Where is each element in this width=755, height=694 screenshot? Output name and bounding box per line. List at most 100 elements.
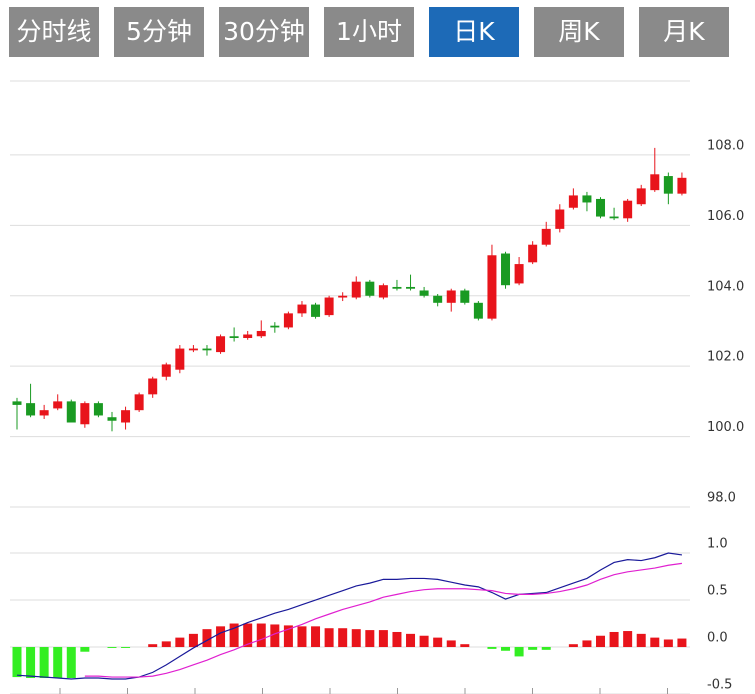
macd-bar	[446, 640, 456, 648]
macd-bar	[270, 624, 280, 648]
tab[interactable]: 5分钟	[114, 7, 204, 57]
macd-bar	[623, 631, 633, 648]
candle-body	[270, 325, 280, 328]
y-tick-label: 104.0	[707, 279, 744, 294]
macd-bar	[311, 626, 321, 648]
y-tick-label: -0.5	[707, 678, 732, 693]
tab[interactable]: 周K	[534, 7, 624, 57]
macd-bar	[66, 647, 76, 679]
candle-body	[460, 290, 470, 303]
y-tick-label: 108.0	[707, 138, 744, 153]
candle-body	[501, 253, 511, 286]
macd-bar	[243, 623, 253, 648]
macd-bar	[460, 644, 470, 648]
candle-body	[392, 286, 402, 289]
tab-bar: 分时线 5分钟 30分钟 1小时 日K 周K 月K	[0, 7, 755, 57]
macd-bar	[406, 633, 416, 648]
candle-body	[26, 403, 36, 416]
tab[interactable]: 日K	[429, 7, 519, 57]
y-tick-label: 1.0	[707, 537, 728, 552]
macd-bar	[419, 635, 429, 648]
macd-bar	[12, 647, 22, 678]
macd-line	[84, 562, 683, 678]
macd-bar	[297, 626, 307, 648]
candle-body	[338, 295, 348, 298]
y-tick-label: 0.0	[707, 631, 728, 646]
macd-bar	[663, 639, 673, 648]
candle-body	[555, 209, 565, 229]
candle-body	[297, 304, 307, 314]
candle-body	[311, 304, 321, 317]
macd-bar	[216, 626, 226, 648]
candle-body	[188, 348, 198, 351]
candle-body	[243, 334, 253, 339]
candle-body	[12, 401, 22, 405]
tab[interactable]: 分时线	[9, 7, 99, 57]
y-tick-label: 100.0	[707, 420, 744, 435]
macd-bar	[121, 647, 131, 648]
candle-body	[121, 410, 131, 423]
macd-bar	[568, 644, 578, 648]
macd-bar	[528, 647, 538, 650]
macd-bar	[324, 628, 334, 648]
candle-body	[324, 297, 334, 316]
candle-body	[53, 401, 63, 409]
candle-body	[609, 216, 619, 219]
tab[interactable]: 30分钟	[219, 7, 309, 57]
macd-bar	[107, 647, 117, 648]
candle-body	[365, 281, 375, 296]
macd-bar	[283, 625, 293, 648]
candle-body	[406, 286, 416, 289]
macd-bar	[256, 623, 266, 648]
macd-bar	[229, 623, 239, 648]
candle-body	[39, 410, 49, 416]
tab[interactable]: 1小时	[324, 7, 414, 57]
tab[interactable]: 月K	[639, 7, 729, 57]
macd-bar	[636, 633, 646, 648]
y-tick-label: 0.5	[707, 584, 728, 599]
candle-body	[582, 195, 592, 203]
candle-body	[134, 394, 144, 411]
candle-body	[161, 364, 171, 377]
macd-bar	[39, 647, 49, 679]
candle-body	[378, 285, 388, 298]
candle-body	[663, 176, 673, 194]
candle-body	[623, 200, 633, 219]
macd-bar	[53, 647, 63, 679]
candle-body	[256, 330, 266, 337]
candle-body	[446, 290, 456, 303]
macd-bar	[202, 629, 212, 648]
macd-bar	[677, 638, 687, 648]
macd-bar	[582, 640, 592, 648]
candle-body	[473, 302, 483, 319]
candle-body	[568, 195, 578, 208]
macd-bar	[188, 633, 198, 648]
macd-bar	[433, 637, 443, 648]
macd-bar	[26, 647, 36, 679]
macd-bar	[365, 630, 375, 648]
candle-body	[596, 198, 606, 217]
candle-body	[107, 417, 117, 421]
macd-bar	[148, 644, 158, 648]
candle-body	[541, 228, 551, 245]
macd-bar	[501, 647, 511, 651]
macd-line	[16, 552, 683, 680]
macd-bar	[161, 641, 171, 648]
candle-body	[433, 295, 443, 303]
macd-bar	[80, 647, 90, 652]
macd-bar	[514, 647, 524, 657]
macd-bar	[392, 631, 402, 648]
candle-body	[148, 378, 158, 395]
candle-body	[216, 336, 226, 353]
candle-body	[419, 290, 429, 296]
macd-bar	[596, 635, 606, 648]
candle-body	[66, 401, 76, 423]
macd-bar	[541, 647, 551, 650]
macd-bar	[650, 637, 660, 648]
macd-bar	[351, 629, 361, 648]
candle-body	[202, 348, 212, 351]
macd-bar	[609, 631, 619, 648]
candle-body	[636, 188, 646, 205]
macd-bar	[175, 637, 185, 648]
